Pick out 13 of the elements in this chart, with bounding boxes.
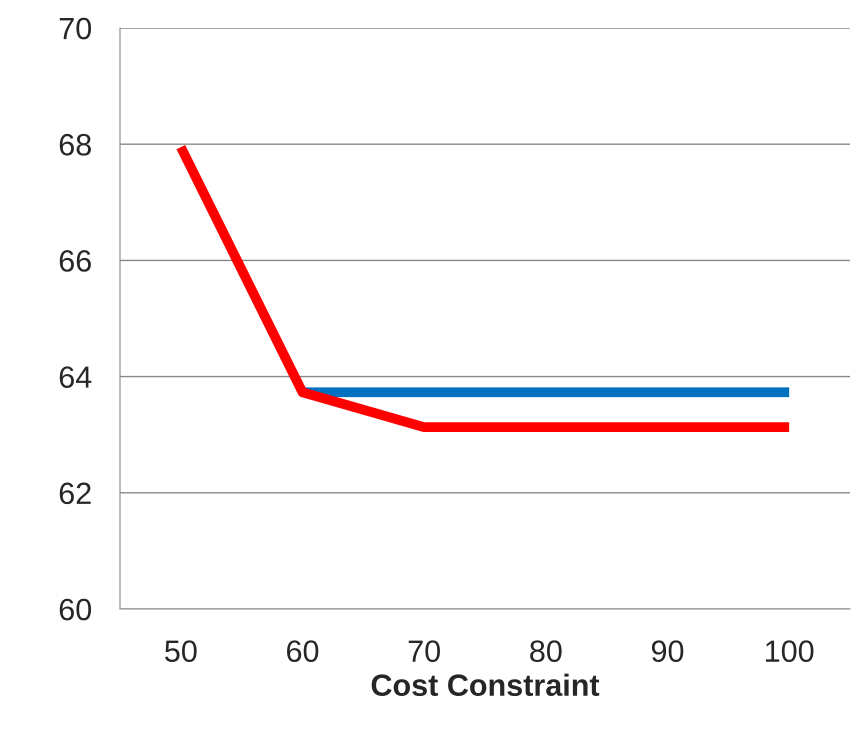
y-tick-label: 66 — [60, 250, 91, 272]
x-tick-label: 80 — [530, 640, 562, 662]
y-tick-label: 62 — [60, 482, 91, 504]
y-tick-label: 68 — [60, 134, 91, 156]
x-tick-label: 60 — [287, 640, 318, 662]
y-tick-label: 60 — [60, 598, 92, 620]
y-tick-label: 64 — [60, 366, 92, 388]
x-tick-label: 50 — [165, 640, 197, 662]
x-tick-label: 90 — [652, 640, 684, 662]
x-axis-title: Cost Constraint — [372, 674, 600, 696]
x-tick-label: 70 — [408, 640, 440, 662]
y-tick-label: 70 — [60, 18, 92, 40]
x-tick-label: 100 — [766, 640, 814, 662]
